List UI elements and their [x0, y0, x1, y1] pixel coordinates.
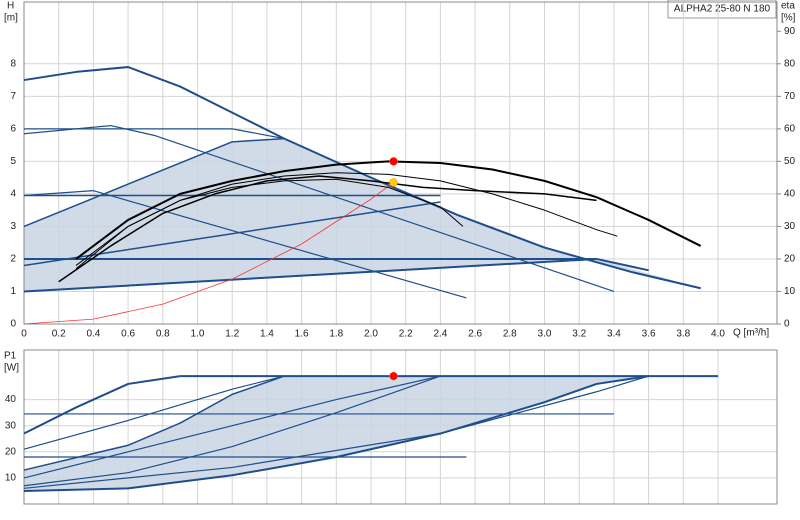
curve [75, 178, 464, 270]
plot-frame [23, 349, 778, 505]
x-tick-label: 1.8 [329, 329, 343, 340]
x-tick-label: 3.8 [676, 329, 690, 340]
plot-frame [23, 1, 778, 325]
y-unit: [m] [4, 13, 18, 24]
curve [23, 182, 394, 325]
y2-tick-label: 70 [784, 91, 796, 102]
x-tick-label: 1.4 [260, 329, 274, 340]
curve [23, 124, 615, 293]
curve [23, 375, 181, 435]
y2-tick-label: 30 [784, 221, 796, 232]
y2-tick-label: 10 [784, 286, 796, 297]
curve [23, 137, 285, 228]
x-tick-label: 1.6 [295, 329, 309, 340]
x-label: Q [m³/h] [733, 328, 769, 339]
x-tick-label: 2.8 [503, 329, 517, 340]
y-unit: [W] [4, 363, 19, 374]
x-tick-label: 2.6 [468, 329, 482, 340]
y-tick-label: 0 [10, 319, 16, 330]
y-tick-label: 1 [10, 286, 16, 297]
curve [23, 190, 467, 299]
y-tick-label: 6 [10, 123, 16, 134]
x-tick-label: 0 [21, 329, 27, 340]
curve [23, 375, 649, 492]
curve [75, 160, 702, 260]
y-tick-label: 2 [10, 254, 16, 265]
x-tick-label: 1.0 [191, 329, 205, 340]
y-label: P1 [4, 351, 17, 362]
y-tick-label: 20 [5, 446, 17, 457]
y2-tick-label: 60 [784, 123, 796, 134]
y2-label: eta [781, 1, 795, 12]
y-tick-label: 3 [10, 221, 16, 232]
y-label: H [7, 1, 14, 12]
curve [23, 375, 285, 450]
x-tick-label: 0.8 [156, 329, 170, 340]
x-tick-label: 4.0 [711, 329, 725, 340]
curve [23, 375, 441, 479]
x-tick-label: 2.2 [399, 329, 413, 340]
y-tick-label: 5 [10, 156, 16, 167]
x-tick-label: 2.4 [433, 329, 447, 340]
x-tick-label: 0.6 [121, 329, 135, 340]
curve [24, 128, 285, 140]
duty-point [389, 157, 398, 166]
y2-tick-label: 20 [784, 254, 796, 265]
curve [23, 375, 441, 487]
x-tick-label: 0.2 [52, 329, 66, 340]
x-tick-label: 3.2 [572, 329, 586, 340]
x-tick-label: 2.0 [364, 329, 378, 340]
y-tick-label: 40 [5, 394, 17, 405]
y-tick-label: 4 [10, 189, 16, 200]
curve [23, 257, 597, 293]
y2-tick-label: 50 [784, 156, 796, 167]
x-tick-label: 3.0 [538, 329, 552, 340]
y2-tick-label: 80 [784, 58, 796, 69]
y2-tick-label: 90 [784, 26, 796, 37]
y-tick-label: 8 [10, 58, 16, 69]
x-tick-label: 1.2 [225, 329, 239, 340]
area [24, 138, 701, 292]
y-tick-label: 30 [5, 420, 17, 431]
y2-tick-label: 40 [784, 189, 796, 200]
x-tick-label: 0.4 [86, 329, 100, 340]
curve [58, 175, 597, 283]
y2-unit: [%] [781, 13, 796, 24]
curve [24, 257, 649, 272]
x-tick-label: 3.6 [642, 329, 656, 340]
curve [23, 375, 285, 471]
duty-point [389, 371, 398, 381]
y-tick-label: 7 [10, 91, 16, 102]
chart-title: ALPHA2 25-80 N 180 [674, 4, 771, 15]
title-box [667, 0, 777, 19]
y2-tick-label: 0 [784, 319, 790, 330]
area [24, 376, 649, 491]
duty-point [389, 178, 398, 187]
x-tick-label: 3.4 [607, 329, 621, 340]
y-tick-label: 10 [5, 473, 17, 484]
